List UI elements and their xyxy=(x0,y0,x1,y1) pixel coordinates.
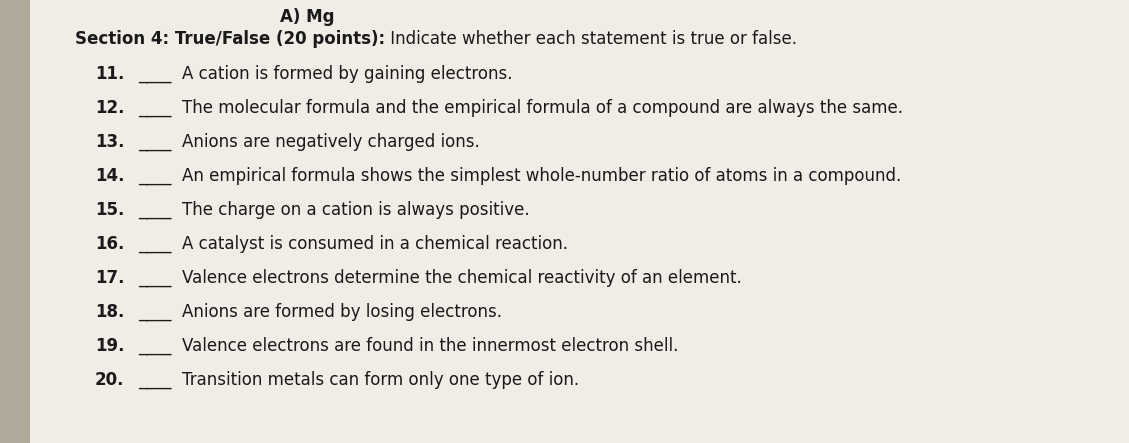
Text: ____: ____ xyxy=(138,99,172,117)
Text: 12.: 12. xyxy=(95,99,124,117)
Text: Section 4: True/False (20 points):: Section 4: True/False (20 points): xyxy=(75,30,385,48)
FancyBboxPatch shape xyxy=(0,0,30,443)
Text: 16.: 16. xyxy=(95,235,124,253)
Text: A catalyst is consumed in a chemical reaction.: A catalyst is consumed in a chemical rea… xyxy=(182,235,568,253)
Text: ____: ____ xyxy=(138,133,172,151)
Text: Valence electrons are found in the innermost electron shell.: Valence electrons are found in the inner… xyxy=(182,337,679,355)
Text: ____: ____ xyxy=(138,371,172,389)
Text: 18.: 18. xyxy=(95,303,124,321)
Text: ____: ____ xyxy=(138,269,172,287)
Text: The molecular formula and the empirical formula of a compound are always the sam: The molecular formula and the empirical … xyxy=(182,99,903,117)
Text: ____: ____ xyxy=(138,303,172,321)
Text: Transition metals can form only one type of ion.: Transition metals can form only one type… xyxy=(182,371,579,389)
Text: ____: ____ xyxy=(138,235,172,253)
Text: 17.: 17. xyxy=(95,269,124,287)
Text: ____: ____ xyxy=(138,201,172,219)
Text: 19.: 19. xyxy=(95,337,124,355)
Text: ____: ____ xyxy=(138,337,172,355)
Text: A cation is formed by gaining electrons.: A cation is formed by gaining electrons. xyxy=(182,65,513,83)
Text: 13.: 13. xyxy=(95,133,124,151)
Text: ____: ____ xyxy=(138,65,172,83)
Text: Anions are negatively charged ions.: Anions are negatively charged ions. xyxy=(182,133,480,151)
Text: ____: ____ xyxy=(138,167,172,185)
Text: 11.: 11. xyxy=(95,65,124,83)
Text: 15.: 15. xyxy=(95,201,124,219)
Text: 20.: 20. xyxy=(95,371,124,389)
FancyBboxPatch shape xyxy=(30,0,1129,443)
Text: Anions are formed by losing electrons.: Anions are formed by losing electrons. xyxy=(182,303,502,321)
Text: 14.: 14. xyxy=(95,167,124,185)
Text: Indicate whether each statement is true or false.: Indicate whether each statement is true … xyxy=(385,30,797,48)
Text: Valence electrons determine the chemical reactivity of an element.: Valence electrons determine the chemical… xyxy=(182,269,742,287)
Text: The charge on a cation is always positive.: The charge on a cation is always positiv… xyxy=(182,201,530,219)
Text: A) Mg: A) Mg xyxy=(280,8,334,26)
Text: An empirical formula shows the simplest whole-number ratio of atoms in a compoun: An empirical formula shows the simplest … xyxy=(182,167,901,185)
